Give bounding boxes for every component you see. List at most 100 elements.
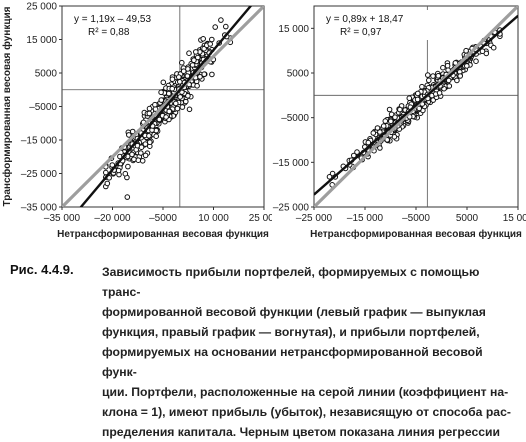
data-point [179, 104, 186, 110]
data-point [388, 111, 395, 118]
caption-line: ции. Портфели, расположенные на серой ли… [102, 385, 509, 399]
data-point [180, 68, 187, 74]
y-tick-label: –15 000 [273, 158, 310, 169]
data-point [109, 162, 116, 168]
y-axis-label: Трансформированная весовая функция [1, 6, 13, 206]
r-squared-label: R² = 0,88 [88, 27, 130, 38]
data-point [166, 108, 172, 115]
x-tick-label: –5000 [149, 213, 177, 224]
data-point [146, 110, 153, 117]
y-tick-label: –15 000 [21, 136, 58, 147]
equation-box [70, 10, 178, 40]
data-point [207, 41, 213, 47]
data-point [146, 105, 153, 112]
data-point [473, 58, 479, 65]
data-point [179, 59, 185, 66]
data-point [169, 85, 175, 92]
caption-line: Зависимость прибыли портфелей, формируем… [102, 265, 480, 299]
caption-line: пределения капитала. Черным цветом показ… [102, 425, 500, 439]
x-tick-label: 10 000 [198, 213, 229, 224]
data-point [436, 90, 443, 96]
regression-equation: y = 1,19x – 49,53 [74, 14, 151, 25]
data-point [209, 36, 215, 43]
y-tick-label: –25 000 [273, 203, 310, 214]
caption-line: клона = 1), имеют прибыль (убыток), неза… [102, 405, 511, 419]
data-point [153, 133, 159, 139]
caption-line: формированной весовой функции (левый гра… [102, 305, 486, 319]
data-point [380, 123, 387, 129]
data-point [354, 149, 360, 155]
data-point [416, 105, 422, 112]
data-point [218, 17, 224, 23]
equation-box [322, 10, 430, 40]
data-point [377, 145, 383, 151]
data-point [457, 73, 463, 79]
data-point [377, 129, 383, 135]
data-point [370, 130, 377, 136]
data-point [135, 157, 142, 163]
data-point [138, 144, 145, 150]
data-point [156, 116, 163, 123]
data-point [184, 73, 191, 79]
x-tick-label: 25 000 [249, 213, 272, 224]
data-points [103, 17, 234, 200]
data-point [166, 90, 172, 97]
data-point [326, 174, 333, 180]
data-point [115, 167, 122, 174]
data-point [158, 97, 165, 103]
data-point [384, 137, 390, 143]
data-point [126, 132, 132, 138]
data-point [209, 71, 215, 78]
data-point [406, 95, 413, 101]
data-point [194, 83, 200, 89]
x-axis-label: Нетрансформированная весовая функция [57, 228, 269, 240]
x-tick-label: 15 000 [503, 213, 526, 224]
data-point [173, 100, 179, 107]
fit-lines [62, 6, 264, 207]
x-tick-label: –5000 [402, 213, 430, 224]
data-point [446, 83, 453, 89]
data-point [158, 89, 164, 96]
reference-line-slope-1 [62, 6, 264, 207]
data-point [464, 63, 470, 69]
scatter-chart-left: –35 000 –20 000 –5000 10 000 25 000 25 000 15 … [1, 2, 272, 241]
data-point [463, 47, 469, 54]
data-point [351, 152, 357, 159]
data-point [174, 105, 181, 112]
data-point [490, 44, 497, 51]
caption-line: формируемых на основании нетрансформиров… [102, 345, 483, 379]
data-point [479, 48, 486, 55]
y-tick-label: –25 000 [21, 169, 58, 180]
regression-line [314, 14, 518, 196]
data-point [186, 50, 192, 57]
y-tick-label: 5000 [287, 69, 310, 80]
data-point [430, 73, 436, 79]
data-point [124, 194, 131, 200]
x-tick-label: 5000 [456, 213, 479, 224]
caption-text: Зависимость прибыли портфелей, формируем… [102, 262, 514, 442]
data-point [414, 96, 421, 103]
caption-line: функция, правый график — вогнутая), и пр… [102, 325, 480, 339]
x-tick-label: –20 000 [94, 213, 131, 224]
r-squared-label: R² = 0,97 [340, 27, 382, 38]
data-point [152, 101, 158, 108]
data-point [419, 83, 425, 90]
data-point [139, 158, 146, 164]
data-point [138, 150, 144, 156]
data-point [454, 77, 460, 84]
data-point [201, 71, 207, 77]
data-point [122, 170, 129, 177]
data-point [197, 74, 203, 80]
regression-line [79, 6, 253, 207]
data-point [185, 93, 191, 99]
data-point [129, 151, 135, 158]
data-point [177, 94, 183, 100]
data-point [388, 118, 394, 125]
fit-lines [314, 6, 518, 207]
data-point [397, 106, 403, 113]
y-tick-label: 25 000 [26, 2, 57, 13]
x-tick-label: –35 000 [44, 213, 81, 224]
data-point [142, 152, 149, 159]
data-point [382, 118, 389, 124]
y-tick-label: 5000 [35, 69, 58, 80]
